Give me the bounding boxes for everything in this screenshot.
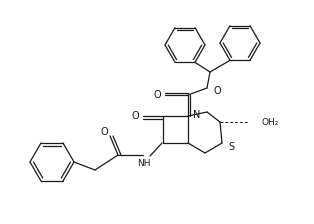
Text: NH: NH xyxy=(137,159,151,168)
Text: O: O xyxy=(214,86,222,96)
Text: OH₂: OH₂ xyxy=(261,118,279,127)
Text: O: O xyxy=(131,111,139,121)
Text: O: O xyxy=(153,90,161,100)
Text: N: N xyxy=(193,110,200,120)
Text: S: S xyxy=(228,142,234,152)
Text: O: O xyxy=(100,127,108,137)
